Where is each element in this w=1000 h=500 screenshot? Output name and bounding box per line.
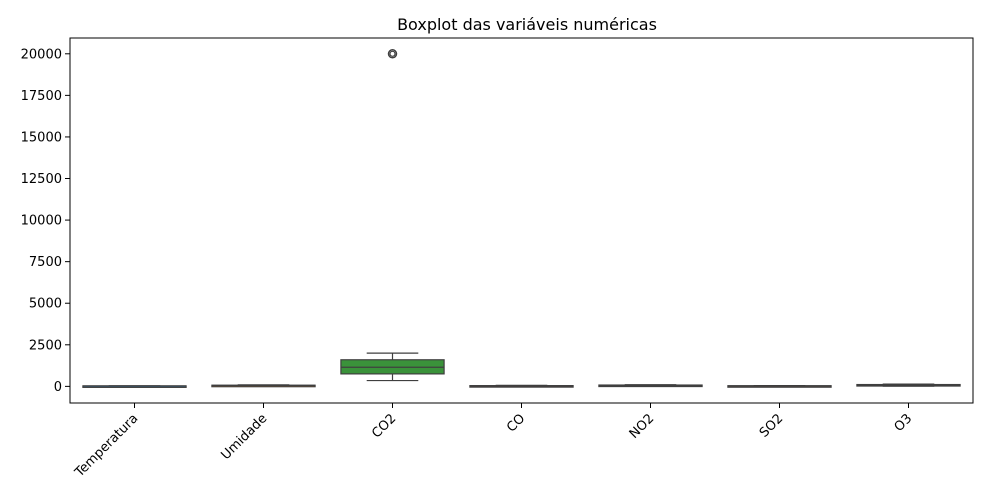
x-axis: Temperatura Umidade CO2 CO NO2 SO2 O3: [72, 403, 916, 481]
y-tick-label: 12500: [21, 172, 62, 187]
box-no2: [598, 384, 703, 388]
box-so2: [727, 384, 832, 388]
box-o3: [856, 383, 961, 387]
y-axis: 0 2500 5000 7500 10000 12500 15000 17500 20000: [21, 47, 70, 395]
y-tick-label: 15000: [21, 130, 62, 145]
outlier-point: [387, 49, 398, 59]
x-tick-label: NO2: [627, 411, 658, 442]
x-tick-label: CO: [504, 411, 528, 435]
x-tick-label: Temperatura: [72, 411, 142, 481]
x-tick-label: CO2: [369, 411, 399, 441]
y-tick-label: 5000: [29, 297, 62, 312]
x-tick-label: SO2: [757, 411, 787, 441]
box-umidade: [211, 384, 316, 388]
box-co2: [340, 49, 445, 382]
y-tick-label: 17500: [21, 89, 62, 104]
plot-frame: [69, 37, 974, 404]
box-temperatura: [82, 385, 187, 388]
y-tick-label: 0: [54, 380, 62, 395]
chart-title: Boxplot das variáveis numéricas: [397, 15, 657, 34]
y-tick-label: 2500: [29, 338, 62, 353]
y-tick-label: 20000: [21, 47, 62, 62]
x-tick-label: O3: [892, 411, 916, 435]
box-co: [469, 384, 574, 388]
outlier-point: [389, 50, 396, 57]
x-tick-label: Umidade: [219, 411, 271, 463]
y-tick-label: 7500: [29, 255, 62, 270]
y-tick-label: 10000: [21, 214, 62, 229]
box-series: [82, 49, 961, 388]
